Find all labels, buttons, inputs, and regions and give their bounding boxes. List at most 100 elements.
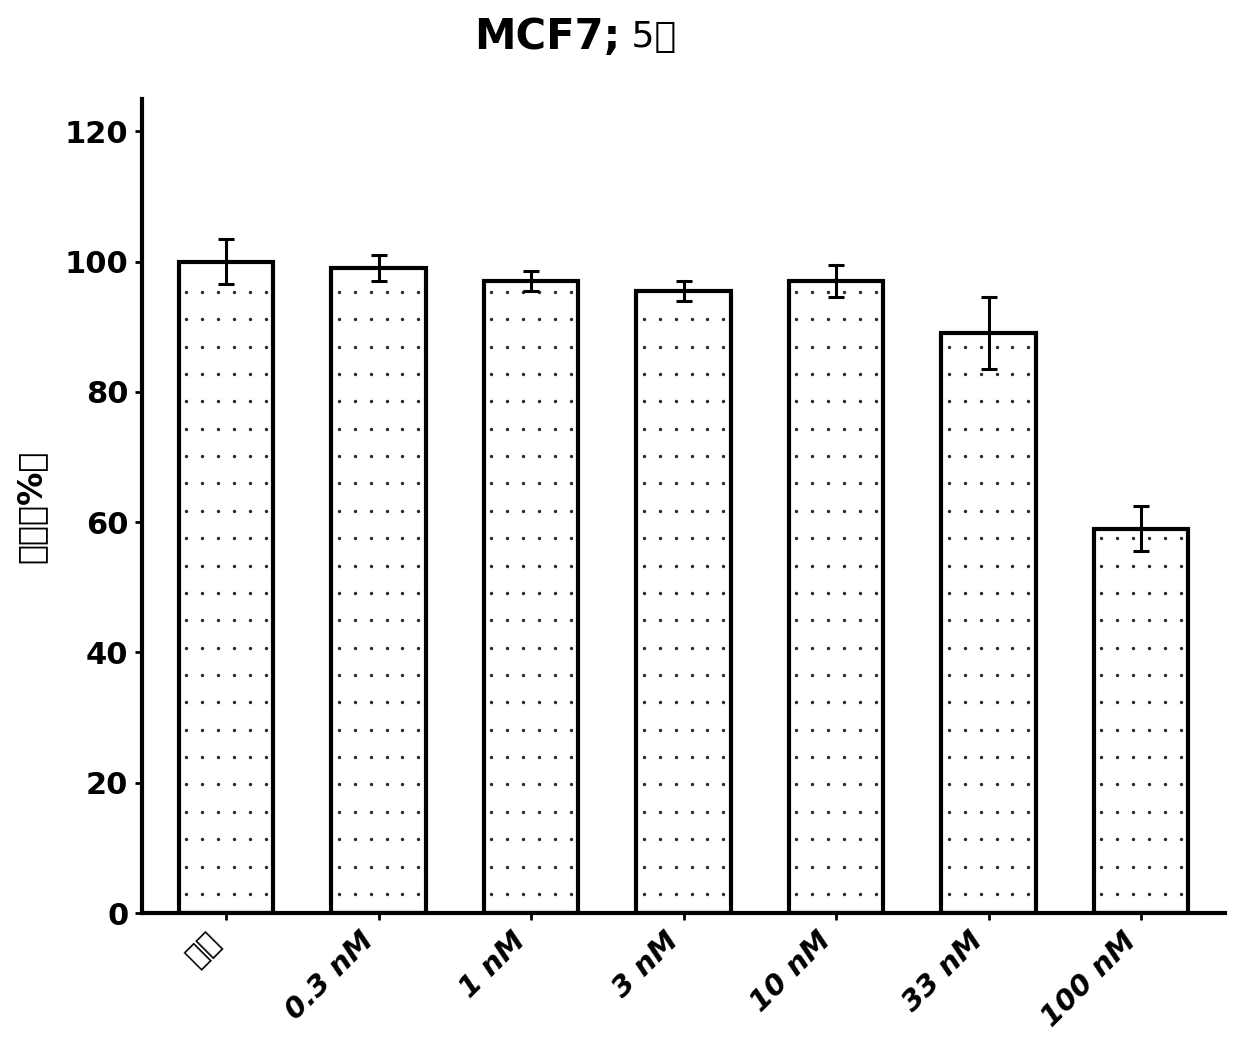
- Point: [1003, 859, 1023, 875]
- Point: [713, 694, 733, 711]
- Point: [513, 886, 533, 903]
- Point: [513, 393, 533, 409]
- Point: [955, 338, 975, 355]
- Point: [513, 311, 533, 328]
- Point: [698, 365, 718, 382]
- Point: [481, 557, 501, 574]
- Point: [698, 338, 718, 355]
- Point: [835, 557, 854, 574]
- Point: [1003, 365, 1023, 382]
- Point: [1140, 749, 1159, 765]
- Point: [713, 475, 733, 492]
- Point: [176, 859, 196, 875]
- Point: [713, 530, 733, 547]
- Point: [481, 611, 501, 628]
- Point: [1018, 421, 1038, 438]
- Point: [802, 859, 822, 875]
- Point: [224, 803, 244, 820]
- Point: [192, 284, 212, 300]
- Point: [497, 584, 517, 601]
- Point: [802, 421, 822, 438]
- Point: [987, 421, 1007, 438]
- Point: [529, 530, 549, 547]
- Point: [345, 530, 365, 547]
- Point: [529, 830, 549, 847]
- Point: [682, 803, 702, 820]
- Point: [971, 448, 991, 465]
- Point: [1018, 859, 1038, 875]
- Point: [786, 365, 806, 382]
- Point: [192, 338, 212, 355]
- Point: [393, 830, 413, 847]
- Point: [1107, 640, 1127, 656]
- Point: [208, 859, 228, 875]
- Point: [529, 886, 549, 903]
- Point: [408, 365, 428, 382]
- Point: [241, 448, 260, 465]
- Point: [987, 393, 1007, 409]
- Point: [497, 611, 517, 628]
- Point: [176, 721, 196, 738]
- Point: [786, 284, 806, 300]
- Point: [377, 475, 397, 492]
- Point: [393, 475, 413, 492]
- Point: [866, 776, 885, 793]
- Point: [329, 311, 348, 328]
- Point: [192, 694, 212, 711]
- Point: [634, 611, 653, 628]
- Point: [345, 448, 365, 465]
- Point: [987, 694, 1007, 711]
- Point: [176, 803, 196, 820]
- Point: [1003, 694, 1023, 711]
- Point: [546, 557, 565, 574]
- Point: [497, 859, 517, 875]
- Point: [255, 667, 275, 684]
- Point: [650, 749, 670, 765]
- Point: [192, 311, 212, 328]
- Point: [713, 640, 733, 656]
- Point: [955, 803, 975, 820]
- Point: [713, 584, 733, 601]
- Point: [192, 393, 212, 409]
- Point: [529, 584, 549, 601]
- Point: [546, 311, 565, 328]
- Point: [818, 421, 838, 438]
- Point: [835, 365, 854, 382]
- Point: [987, 721, 1007, 738]
- Point: [1140, 803, 1159, 820]
- Point: [713, 830, 733, 847]
- Point: [224, 421, 244, 438]
- Point: [1107, 749, 1127, 765]
- Point: [851, 776, 870, 793]
- Point: [255, 721, 275, 738]
- Point: [713, 803, 733, 820]
- Point: [634, 421, 653, 438]
- Point: [329, 284, 348, 300]
- Point: [377, 776, 397, 793]
- Point: [1123, 886, 1143, 903]
- Point: [818, 721, 838, 738]
- Point: [361, 421, 381, 438]
- Point: [224, 694, 244, 711]
- Point: [835, 667, 854, 684]
- Point: [939, 557, 959, 574]
- Point: [698, 503, 718, 519]
- Point: [393, 640, 413, 656]
- Point: [713, 503, 733, 519]
- Point: [408, 611, 428, 628]
- Point: [208, 776, 228, 793]
- Point: [560, 749, 580, 765]
- Point: [208, 530, 228, 547]
- Point: [1018, 475, 1038, 492]
- Point: [1018, 584, 1038, 601]
- Point: [393, 667, 413, 684]
- Point: [698, 667, 718, 684]
- Point: [481, 448, 501, 465]
- Point: [529, 859, 549, 875]
- Point: [329, 393, 348, 409]
- Point: [546, 776, 565, 793]
- Point: [1018, 749, 1038, 765]
- Bar: [179, 262, 274, 913]
- Point: [377, 859, 397, 875]
- Point: [1003, 338, 1023, 355]
